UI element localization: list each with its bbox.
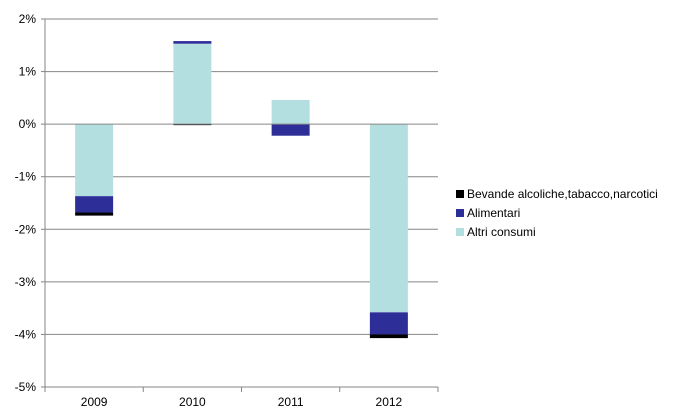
- x-tick-label: 2010: [179, 395, 206, 409]
- legend-item: Alimentari: [456, 203, 658, 222]
- legend-swatch: [456, 189, 464, 198]
- y-tick-labels: 2% 1% 0% -1% -2% -3% -4% -5%: [15, 12, 37, 394]
- bar-segment-altri-consumi-2011: [271, 99, 310, 125]
- bar-segment-alimentari-2009: [75, 196, 114, 213]
- x-tick-label: 2009: [81, 395, 108, 409]
- bar-segment-alimentari-2011: [271, 124, 310, 136]
- legend-label: Altri consumi: [467, 224, 536, 239]
- legend-swatch: [456, 208, 464, 217]
- y-tick-label: -1%: [15, 170, 37, 184]
- legend-label: Alimentari: [467, 205, 521, 220]
- bar-segment-bevande-alcoliche-tabacco-narcotici-2012: [369, 334, 408, 339]
- legend-item: Bevande alcoliche,tabacco,narcotici: [456, 184, 658, 203]
- bars: [75, 41, 408, 339]
- bar-segment-bevande-alcoliche-tabacco-narcotici-2009: [75, 212, 114, 216]
- legend-item: Altri consumi: [456, 222, 658, 241]
- bar-segment-altri-consumi-2012: [369, 124, 408, 313]
- axes: [44, 19, 439, 392]
- bar-segment-alimentari-2010: [173, 41, 212, 44]
- y-tick-label: -5%: [15, 380, 37, 394]
- y-tick-label: -3%: [15, 275, 37, 289]
- bar-segment-altri-consumi-2010: [173, 43, 212, 125]
- y-tick-label: -2%: [15, 222, 37, 236]
- x-tick-label: 2012: [376, 395, 403, 409]
- x-tick-label: 2011: [278, 395, 304, 409]
- x-tick-labels: 2009 2010 2011 2012: [81, 395, 403, 409]
- bar-segment-alimentari-2012: [369, 312, 408, 335]
- y-tick-label: 1%: [19, 65, 37, 79]
- legend-swatch: [456, 227, 464, 236]
- legend-label: Bevande alcoliche,tabacco,narcotici: [467, 186, 658, 201]
- y-tick-label: 0%: [19, 117, 37, 131]
- bar-segment-altri-consumi-2009: [75, 124, 114, 197]
- legend: Bevande alcoliche,tabacco,narcotici Alime…: [456, 184, 658, 241]
- y-tick-label: -4%: [15, 327, 37, 341]
- y-tick-label: 2%: [19, 12, 37, 26]
